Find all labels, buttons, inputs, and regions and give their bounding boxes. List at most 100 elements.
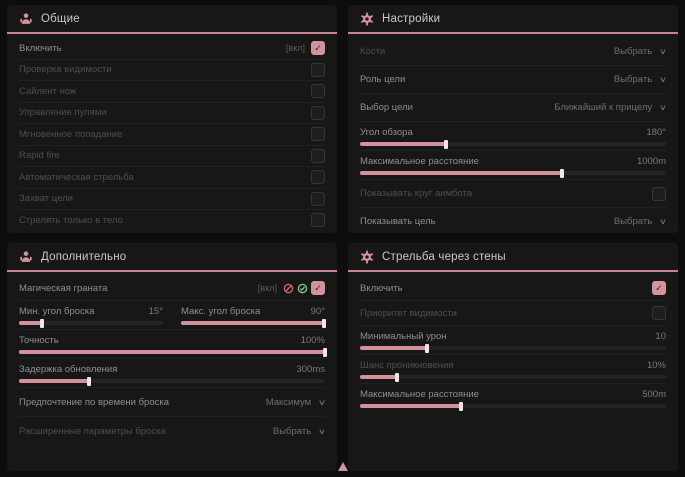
row-advanced-throw-params: Расширенные параметры броска Выбрать ∨ (19, 417, 327, 445)
checkbox[interactable] (311, 84, 325, 99)
panel-general: Общие Включить [вкл] Проверка видимости … (7, 5, 337, 233)
slider-value: 100% (300, 335, 325, 346)
slider-value: 10% (646, 360, 666, 371)
person-icon (19, 250, 33, 264)
chevron-down-icon: ∨ (317, 426, 327, 436)
row-visibility-priority[interactable]: Приоритет видимости (360, 301, 666, 326)
slider-handle[interactable] (87, 376, 92, 386)
show-target-dropdown[interactable]: Выбрать ∨ (613, 216, 667, 227)
row-max-throw-angle: Макс. угол броска 90° (181, 301, 326, 329)
checkbox[interactable] (652, 281, 666, 295)
setting-label: Расширенные параметры броска (19, 425, 166, 437)
setting-label: Стрелять только в тело (19, 214, 123, 226)
gear-icon (360, 250, 374, 264)
hotkey-state[interactable]: [вкл] (285, 43, 305, 54)
slider-handle[interactable] (559, 168, 564, 178)
panel-title: Общие (41, 13, 80, 25)
max-distance-slider[interactable] (360, 168, 666, 178)
checkbox[interactable] (311, 148, 325, 163)
checkbox[interactable] (311, 170, 325, 185)
setting-label: Сайлент нож (19, 85, 77, 97)
target-selection-dropdown[interactable]: Ближайший к прицелу ∨ (554, 102, 668, 113)
accuracy-slider[interactable] (19, 347, 327, 357)
setting-label: Автоматическая стрельба (19, 171, 134, 183)
setting-label: Rapid fire (19, 150, 60, 162)
checkbox[interactable] (311, 41, 325, 56)
penetration-chance-slider[interactable] (360, 372, 666, 382)
row-body-only[interactable]: Стрелять только в тело (19, 210, 325, 231)
checkbox[interactable] (311, 127, 325, 142)
row-instant-hit[interactable]: Мгновенное попадание (19, 124, 325, 146)
max-distance-walls-slider[interactable] (360, 401, 666, 411)
slider-value: 90° (310, 306, 325, 317)
row-accuracy: Точность 100% (19, 330, 327, 359)
setting-label: Предпочтение по времени броска (19, 396, 169, 408)
dropdown-value: Выбрать (613, 216, 653, 227)
gear-icon (360, 12, 374, 26)
checkbox[interactable] (311, 281, 325, 295)
hotkey-state[interactable]: [вкл] (257, 283, 277, 293)
row-min-damage: Минимальный урон 10 (360, 326, 666, 355)
setting-label: Максимальное расстояние (360, 156, 479, 167)
slider-handle[interactable] (40, 318, 45, 328)
fov-slider[interactable] (360, 139, 666, 149)
advanced-throw-dropdown[interactable]: Выбрать ∨ (272, 425, 327, 437)
dropdown-value: Выбрать (613, 46, 653, 57)
chevron-down-icon: ∨ (658, 103, 668, 112)
slider-handle[interactable] (458, 401, 463, 411)
row-show-aimbot-circle[interactable]: Показывать круг аимбота (360, 180, 666, 208)
checkbox[interactable] (311, 191, 325, 206)
bones-dropdown[interactable]: Выбрать ∨ (613, 46, 667, 57)
setting-label: Проверка видимости (19, 64, 112, 76)
row-penetration-chance: Шанс проникновения 10% (360, 355, 666, 384)
checkbox[interactable] (311, 213, 325, 228)
dropdown-value: Ближайший к прицелу (554, 102, 653, 113)
setting-label: Приоритет видимости (360, 307, 457, 319)
checkbox[interactable] (311, 62, 325, 77)
checkbox[interactable] (311, 105, 325, 120)
visibility-off-icon[interactable] (283, 283, 294, 294)
setting-label: Роль цели (360, 74, 406, 85)
setting-label: Управление пулями (19, 107, 107, 119)
row-enable-wallshoot[interactable]: Включить (360, 276, 666, 301)
slider-handle[interactable] (394, 372, 399, 382)
panel-title: Стрельба через стены (382, 251, 506, 263)
min-damage-slider[interactable] (360, 343, 666, 353)
throw-time-dropdown[interactable]: Максимум ∨ (265, 396, 327, 408)
slider-handle[interactable] (323, 347, 327, 357)
checkbox[interactable] (652, 306, 666, 320)
setting-label: Мгновенное попадание (19, 128, 123, 140)
row-bullet-control[interactable]: Управление пулями (19, 103, 325, 124)
min-throw-angle-slider[interactable] (19, 318, 163, 328)
slider-handle[interactable] (321, 318, 326, 328)
row-target-lock[interactable]: Захват цели (19, 189, 325, 210)
setting-label: Задержка обновления (19, 364, 118, 375)
row-silent-knife[interactable]: Сайлент нож (19, 81, 325, 103)
checkbox[interactable] (652, 186, 666, 201)
row-show-target: Показывать цель Выбрать ∨ (360, 208, 667, 233)
row-rapid-fire[interactable]: Rapid fire (19, 146, 325, 167)
target-role-dropdown[interactable]: Выбрать ∨ (614, 74, 667, 85)
row-enable[interactable]: Включить [вкл] (19, 38, 325, 60)
panel-accent-line (348, 270, 678, 272)
dropdown-value: Максимум (265, 396, 312, 408)
setting-label: Угол обзора (360, 127, 413, 138)
slider-handle[interactable] (425, 343, 430, 353)
slider-value: 300ms (296, 364, 325, 375)
row-auto-fire[interactable]: Автоматическая стрельба (19, 167, 325, 189)
setting-label: Выбор цели (360, 102, 413, 113)
panel-settings-header: Настройки (348, 5, 678, 32)
visibility-check-icon[interactable] (297, 283, 308, 294)
max-throw-angle-slider[interactable] (181, 318, 326, 328)
slider-handle[interactable] (443, 139, 448, 149)
chevron-down-icon: ∨ (317, 397, 327, 407)
dropdown-value: Выбрать (272, 425, 312, 437)
person-icon (19, 12, 33, 26)
row-visibility-check[interactable]: Проверка видимости (19, 60, 325, 81)
update-delay-slider[interactable] (19, 376, 325, 386)
setting-label: Точность (19, 335, 59, 346)
panel-accent-line (7, 270, 337, 272)
row-magic-grenade[interactable]: Магическая граната [вкл] (19, 276, 325, 301)
setting-label: Мин. угол броска (19, 306, 95, 317)
